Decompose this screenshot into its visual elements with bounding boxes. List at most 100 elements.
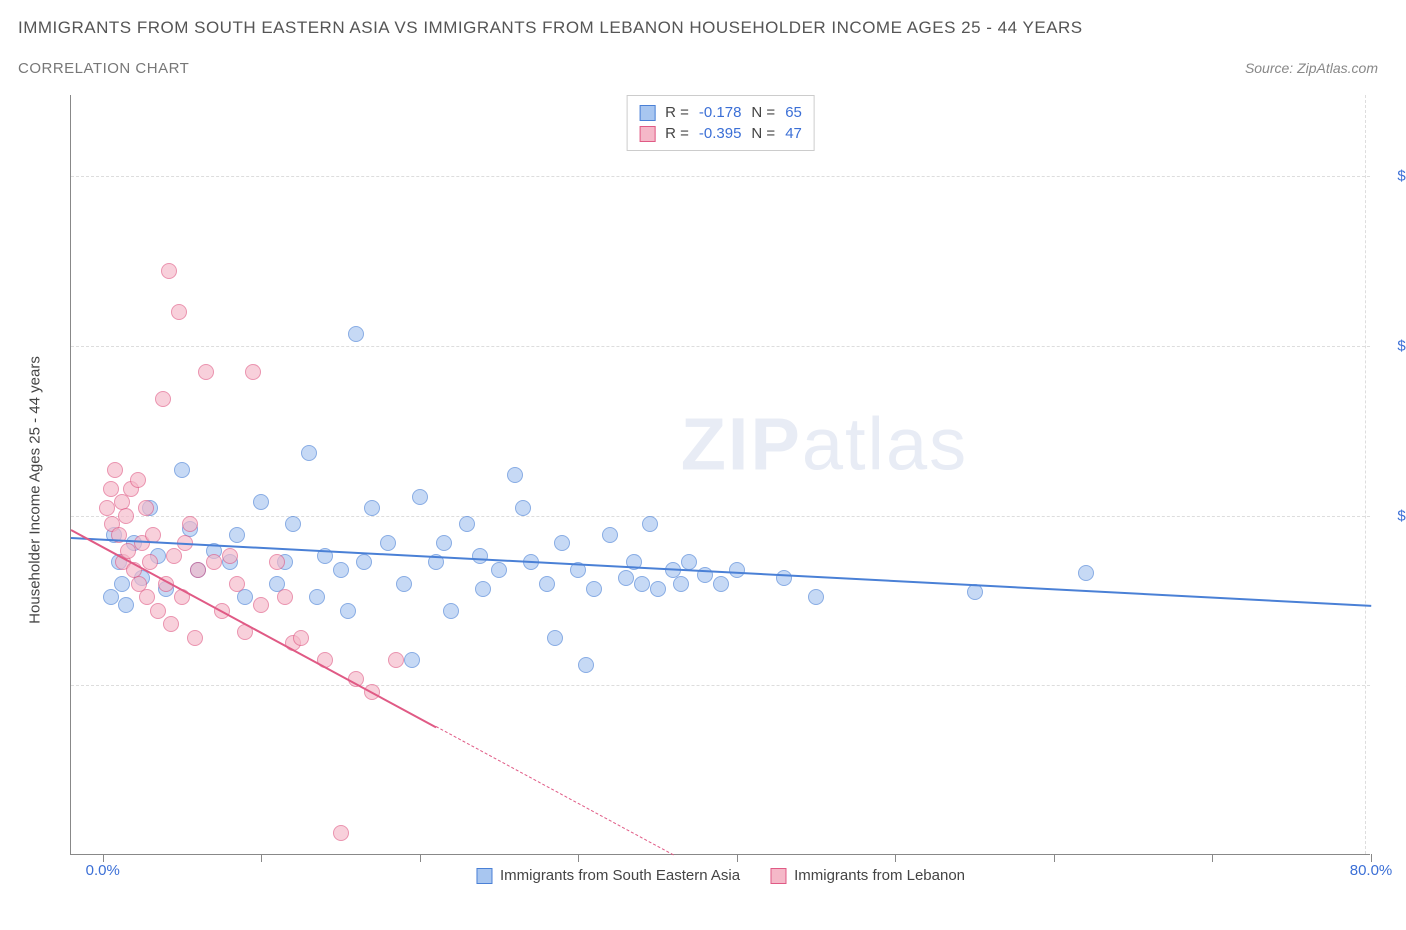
watermark-light: atlas (802, 403, 968, 486)
scatter-point (650, 581, 666, 597)
scatter-point (443, 603, 459, 619)
scatter-point (182, 516, 198, 532)
scatter-point (237, 589, 253, 605)
legend-n-label-0: N = (751, 104, 775, 121)
legend-item-label-1: Immigrants from Lebanon (794, 867, 965, 884)
scatter-point (107, 462, 123, 478)
scatter-point (1078, 565, 1094, 581)
x-tick (737, 854, 738, 862)
legend-stats: R = -0.178 N = 65 R = -0.395 N = 47 (626, 95, 815, 151)
scatter-point (681, 554, 697, 570)
legend-r-label-0: R = (665, 104, 689, 121)
legend-item-1: Immigrants from Lebanon (770, 867, 965, 884)
y-tick-label: $62,500 (1375, 677, 1406, 694)
x-tick (1212, 854, 1213, 862)
watermark: ZIPatlas (681, 402, 968, 487)
scatter-point (309, 589, 325, 605)
scatter-point (539, 576, 555, 592)
scatter-point (103, 589, 119, 605)
scatter-point (277, 589, 293, 605)
watermark-bold: ZIP (681, 403, 802, 486)
scatter-point (222, 548, 238, 564)
chart-subtitle: CORRELATION CHART (18, 60, 189, 77)
scatter-point (554, 535, 570, 551)
legend-item-swatch-1 (770, 868, 786, 884)
x-tick (578, 854, 579, 862)
scatter-point (166, 548, 182, 564)
legend-item-0: Immigrants from South Eastern Asia (476, 867, 740, 884)
scatter-point (333, 825, 349, 841)
scatter-point (190, 562, 206, 578)
scatter-point (253, 494, 269, 510)
y-tick-label: $125,000 (1375, 507, 1406, 524)
legend-stats-row-1: R = -0.395 N = 47 (639, 123, 802, 144)
x-tick (895, 854, 896, 862)
scatter-point (396, 576, 412, 592)
scatter-point (515, 500, 531, 516)
legend-n-label-1: N = (751, 125, 775, 142)
scatter-point (187, 630, 203, 646)
grid-line-h (71, 346, 1370, 347)
scatter-point (142, 554, 158, 570)
legend-item-label-0: Immigrants from South Eastern Asia (500, 867, 740, 884)
scatter-point (245, 364, 261, 380)
scatter-point (364, 500, 380, 516)
scatter-point (578, 657, 594, 673)
x-tick (103, 854, 104, 862)
scatter-point (729, 562, 745, 578)
scatter-point (138, 500, 154, 516)
legend-swatch-1 (639, 126, 655, 142)
scatter-point (229, 527, 245, 543)
chart-title: IMMIGRANTS FROM SOUTH EASTERN ASIA VS IM… (18, 18, 1083, 38)
y-axis-label: Householder Income Ages 25 - 44 years (27, 356, 44, 624)
scatter-point (808, 589, 824, 605)
grid-line-h (71, 176, 1370, 177)
trend-line (71, 529, 437, 728)
x-tick (1054, 854, 1055, 862)
legend-n-value-0: 65 (785, 104, 802, 121)
scatter-point (713, 576, 729, 592)
x-tick-label: 80.0% (1350, 862, 1393, 879)
scatter-point (475, 581, 491, 597)
scatter-point (130, 472, 146, 488)
x-tick-label: 0.0% (86, 862, 120, 879)
scatter-point (293, 630, 309, 646)
legend-r-value-1: -0.395 (699, 125, 742, 142)
x-tick (1371, 854, 1372, 862)
plot-region: ZIPatlas R = -0.178 N = 65 R = -0.395 N … (70, 95, 1370, 855)
source-label: Source: ZipAtlas.com (1245, 60, 1378, 76)
scatter-point (163, 616, 179, 632)
scatter-point (174, 462, 190, 478)
y-tick-label: $187,500 (1375, 338, 1406, 355)
scatter-point (472, 548, 488, 564)
scatter-point (507, 467, 523, 483)
scatter-point (301, 445, 317, 461)
scatter-point (459, 516, 475, 532)
scatter-point (634, 576, 650, 592)
y-tick-label: $250,000 (1375, 168, 1406, 185)
scatter-point (269, 554, 285, 570)
scatter-point (340, 603, 356, 619)
scatter-point (161, 263, 177, 279)
scatter-point (586, 581, 602, 597)
scatter-point (404, 652, 420, 668)
scatter-point (253, 597, 269, 613)
scatter-point (642, 516, 658, 532)
scatter-point (491, 562, 507, 578)
scatter-point (776, 570, 792, 586)
grid-line-h (71, 685, 1370, 686)
scatter-point (171, 304, 187, 320)
scatter-point (206, 554, 222, 570)
scatter-point (118, 508, 134, 524)
scatter-point (139, 589, 155, 605)
scatter-point (356, 554, 372, 570)
scatter-point (602, 527, 618, 543)
chart-area: Householder Income Ages 25 - 44 years ZI… (50, 95, 1380, 885)
x-grid-max (1365, 95, 1366, 854)
legend-r-label-1: R = (665, 125, 689, 142)
trend-line (71, 537, 1371, 607)
legend-item-swatch-0 (476, 868, 492, 884)
scatter-point (285, 516, 301, 532)
scatter-point (198, 364, 214, 380)
legend-r-value-0: -0.178 (699, 104, 742, 121)
